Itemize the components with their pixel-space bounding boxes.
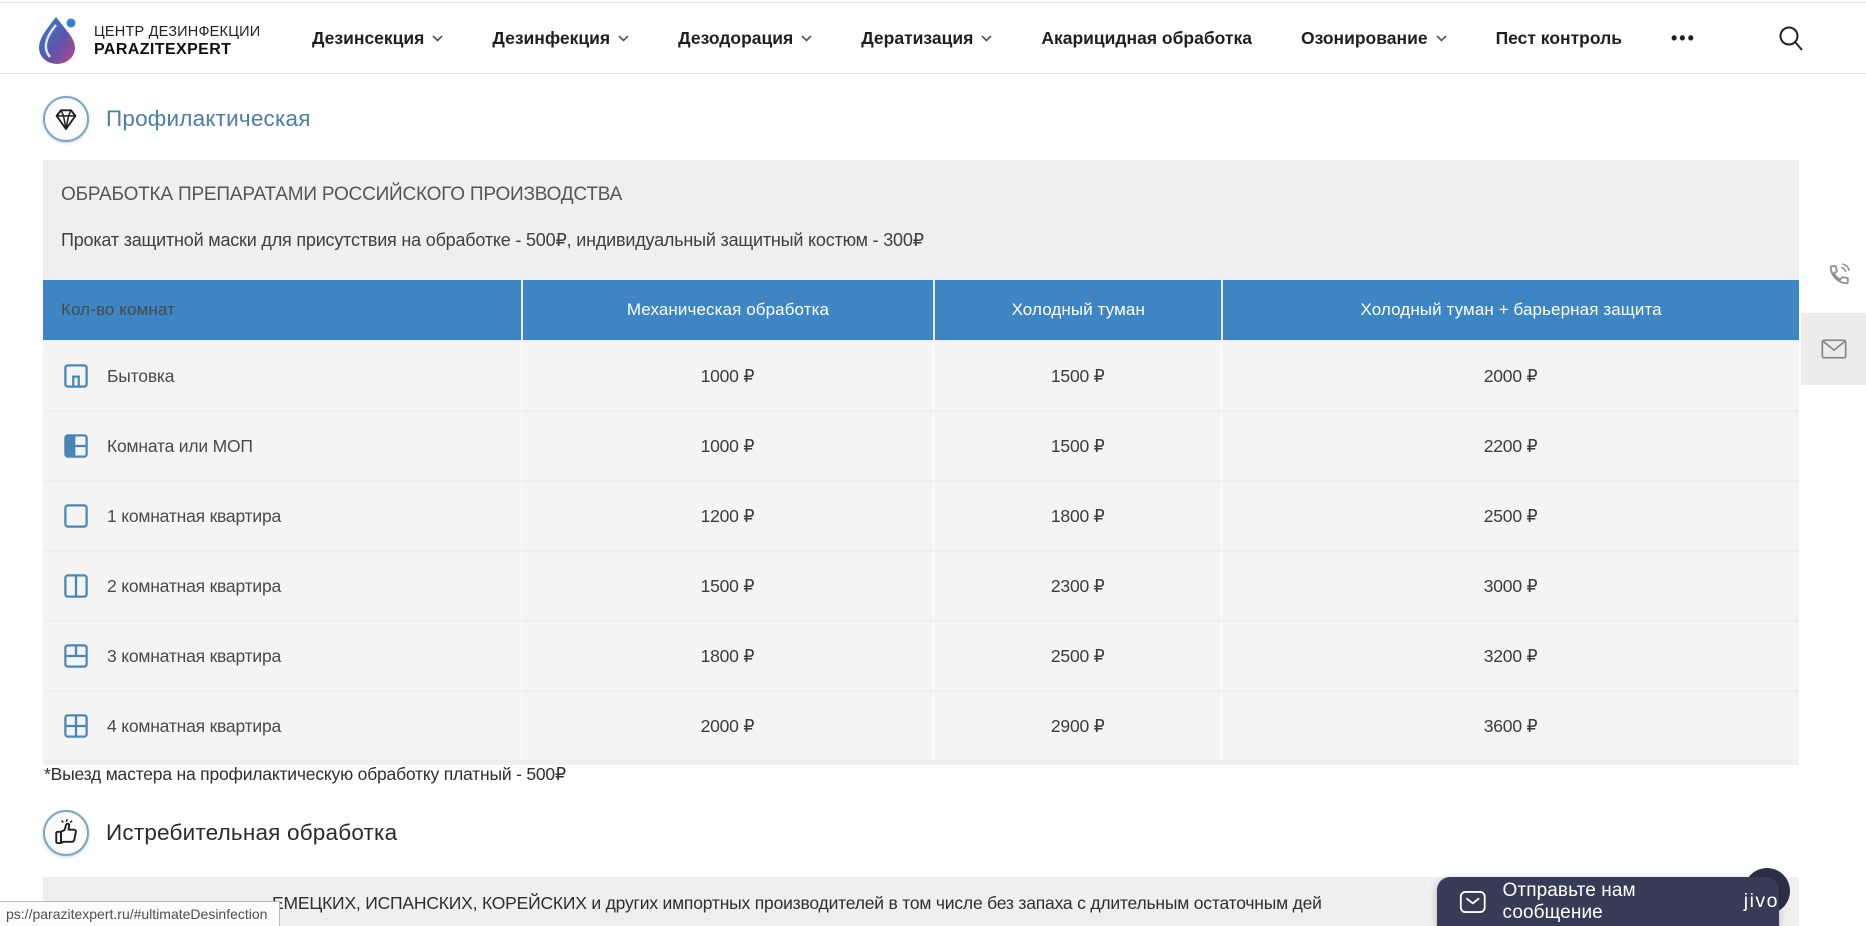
chat-envelope-icon — [1459, 890, 1486, 913]
partial-panel-text: ЕМЕЦКИХ, ИСПАНСКИХ, КОРЕЙСКИХ и других и… — [272, 893, 1322, 913]
nav-item-deratizaciya[interactable]: Дератизация — [861, 28, 992, 49]
price-cell: 3200 ₽ — [1221, 622, 1799, 690]
price-cell: 1200 ₽ — [520, 482, 934, 550]
price-cell: 1500 ₽ — [520, 552, 934, 620]
section-title-preventive[interactable]: Профилактическая — [106, 106, 311, 131]
row-label: 2 комнатная квартира — [107, 575, 282, 596]
row-label: 1 комнатная квартира — [107, 505, 282, 526]
column-header: Кол-во комнат — [61, 300, 175, 319]
chevron-down-icon — [981, 35, 992, 42]
nav-item-label: Акарицидная обработка — [1041, 28, 1252, 48]
price-cell: 3600 ₽ — [1221, 692, 1799, 760]
nav-item-label: Дератизация — [861, 28, 974, 48]
price-cell: 2000 ₽ — [1221, 342, 1799, 410]
chevron-down-icon — [1435, 35, 1447, 42]
chevron-down-icon — [618, 35, 629, 42]
room-3-icon — [61, 641, 91, 671]
nav-item-ozonirovanie[interactable]: Озонирование — [1301, 28, 1447, 49]
price-cell: 3000 ₽ — [1221, 552, 1799, 620]
table-footnote: *Выезд мастера на профилактическую обраб… — [44, 764, 566, 784]
column-header: Холодный туман — [933, 280, 1221, 340]
nav-menu: Дезинсекция Дезинфекция Дезодорация Дера… — [312, 3, 1696, 74]
chat-message: Отправьте нам сообщение — [1502, 879, 1636, 923]
nav-item-pest-kontrol[interactable]: Пест контроль — [1496, 28, 1622, 49]
callback-phone-button[interactable] — [1812, 245, 1866, 305]
browser-status-url: ps://parazitexpert.ru/#ultimateDesinfect… — [0, 901, 280, 926]
nav-item-label: Дезинсекция — [312, 28, 425, 48]
row-label: Комната или МОП — [107, 435, 253, 456]
column-header: Холодный туман + барьерная защита — [1221, 280, 1799, 340]
diamond-icon — [43, 96, 89, 142]
nav-item-akaricidnaya[interactable]: Акарицидная обработка — [1041, 28, 1252, 49]
nav-item-label: Озонирование — [1300, 28, 1428, 48]
nav-item-label: Дезинфекция — [492, 28, 611, 48]
logo-line1: ЦЕНТР ДЕЗИНФЕКЦИИ — [94, 23, 261, 40]
price-cell: 1000 ₽ — [520, 342, 934, 410]
logo-droplet-icon — [30, 12, 84, 71]
table-row: 3 комнатная квартира 1800 ₽ 2500 ₽ 3200 … — [43, 622, 1799, 690]
logo-line2: PARAZITEXPERT — [94, 40, 232, 58]
price-cell: 2500 ₽ — [933, 622, 1221, 690]
price-cell: 2200 ₽ — [1221, 412, 1799, 480]
row-label: Бытовка — [107, 365, 175, 386]
jivo-logo: jivo — [1743, 890, 1779, 912]
top-divider — [0, 2, 1866, 3]
chevron-down-icon — [801, 35, 812, 42]
column-header: Механическая обработка — [520, 280, 934, 340]
price-cell: 2000 ₽ — [520, 692, 934, 760]
nav-item-label: Дезодорация — [678, 28, 794, 48]
room-utility-icon — [61, 361, 91, 391]
mail-icon — [1820, 339, 1847, 359]
nav-item-dezinfekciya[interactable]: Дезинфекция — [492, 28, 629, 49]
pricing-panel: ОБРАБОТКА ПРЕПАРАТАМИ РОССИЙСКОГО ПРОИЗВ… — [43, 160, 1799, 765]
search-icon[interactable] — [1776, 24, 1806, 54]
panel-heading: ОБРАБОТКА ПРЕПАРАТАМИ РОССИЙСКОГО ПРОИЗВ… — [61, 184, 623, 205]
room-1-icon — [61, 501, 91, 531]
price-cell: 2300 ₽ — [933, 552, 1221, 620]
pricing-table: Кол-во комнат Механическая обработка Хол… — [43, 280, 1799, 760]
nav-more-button[interactable]: ••• — [1671, 28, 1696, 49]
price-cell: 1500 ₽ — [933, 342, 1221, 410]
row-label: 4 комнатная квартира — [107, 715, 282, 736]
price-cell: 2900 ₽ — [933, 692, 1221, 760]
row-label: 3 комнатная квартира — [107, 645, 282, 666]
price-cell: 2500 ₽ — [1221, 482, 1799, 550]
price-cell: 1800 ₽ — [933, 482, 1221, 550]
room-4-icon — [61, 711, 91, 741]
room-mop-icon — [61, 431, 91, 461]
price-cell: 1500 ₽ — [933, 412, 1221, 480]
chevron-down-icon — [432, 35, 443, 42]
main-navigation: ЦЕНТР ДЕЗИНФЕКЦИИ PARAZITEXPERT Дезинсек… — [0, 3, 1866, 74]
nav-item-dezodoraciya[interactable]: Дезодорация — [678, 28, 812, 49]
logo[interactable]: ЦЕНТР ДЕЗИНФЕКЦИИ PARAZITEXPERT — [30, 12, 260, 71]
jivo-chat-widget[interactable]: Отправьте нам сообщение jivo — [1437, 877, 1779, 926]
table-row: Бытовка 1000 ₽ 1500 ₽ 2000 ₽ — [43, 342, 1799, 410]
nav-item-dezinsekciya[interactable]: Дезинсекция — [312, 28, 443, 49]
phone-icon — [1829, 263, 1850, 285]
panel-subheading: Прокат защитной маски для присутствия на… — [61, 230, 924, 250]
table-header-row: Кол-во комнат Механическая обработка Хол… — [43, 280, 1799, 340]
table-row: 4 комнатная квартира 2000 ₽ 2900 ₽ 3600 … — [43, 692, 1799, 760]
table-row: Комната или МОП 1000 ₽ 1500 ₽ 2200 ₽ — [43, 412, 1799, 480]
price-cell: 1800 ₽ — [520, 622, 934, 690]
nav-item-label: Пест контроль — [1495, 28, 1622, 48]
nav-more-dots: ••• — [1671, 28, 1696, 48]
room-2-icon — [61, 571, 91, 601]
email-contact-button[interactable] — [1801, 313, 1866, 385]
table-row: 2 комнатная квартира 1500 ₽ 2300 ₽ 3000 … — [43, 552, 1799, 620]
price-cell: 1000 ₽ — [520, 412, 934, 480]
table-row: 1 комнатная квартира 1200 ₽ 1800 ₽ 2500 … — [43, 482, 1799, 550]
thumbs-up-icon — [43, 810, 89, 856]
section-title-extermination[interactable]: Истребительная обработка — [106, 820, 398, 845]
